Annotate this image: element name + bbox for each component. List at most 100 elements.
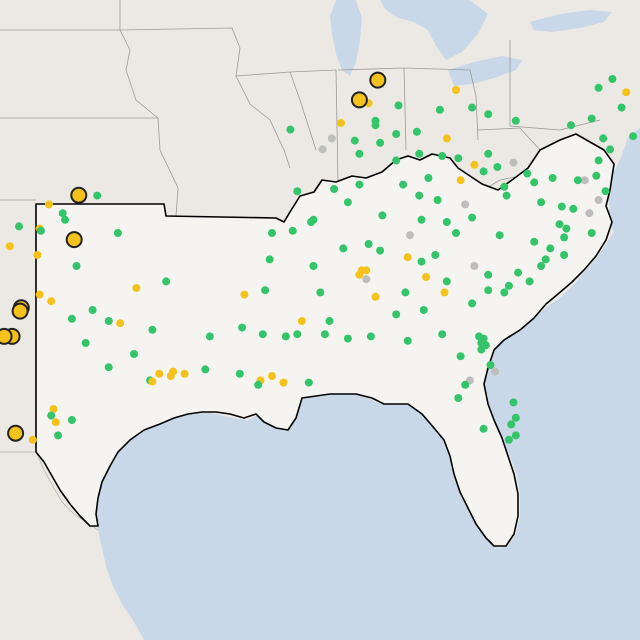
station-marker-yellow[interactable] bbox=[28, 435, 37, 444]
station-marker-green[interactable] bbox=[629, 132, 638, 141]
station-marker-green[interactable] bbox=[415, 191, 424, 200]
station-marker-green[interactable] bbox=[235, 369, 244, 378]
station-marker-green[interactable] bbox=[148, 325, 157, 334]
station-marker-gray[interactable] bbox=[580, 176, 589, 185]
station-marker-gray[interactable] bbox=[470, 262, 479, 270]
station-marker-green[interactable] bbox=[560, 233, 569, 242]
station-marker-gray[interactable] bbox=[362, 275, 371, 284]
station-marker-green[interactable] bbox=[530, 178, 539, 187]
station-marker-green[interactable] bbox=[376, 246, 385, 255]
station-marker-green[interactable] bbox=[468, 103, 477, 112]
station-marker-green[interactable] bbox=[511, 116, 520, 125]
station-marker-large-yellow[interactable] bbox=[369, 71, 387, 89]
station-marker-yellow[interactable] bbox=[440, 288, 449, 297]
station-marker-yellow[interactable] bbox=[35, 290, 44, 299]
station-marker-green[interactable] bbox=[88, 306, 97, 314]
station-marker-green[interactable] bbox=[54, 431, 63, 440]
station-marker-green[interactable] bbox=[307, 218, 316, 226]
station-marker-green[interactable] bbox=[454, 154, 463, 163]
station-marker-green[interactable] bbox=[514, 268, 523, 277]
station-marker-green[interactable] bbox=[238, 323, 247, 332]
station-marker-green[interactable] bbox=[442, 277, 451, 286]
station-marker-green[interactable] bbox=[454, 394, 463, 402]
station-marker-green[interactable] bbox=[15, 222, 23, 231]
station-marker-green[interactable] bbox=[201, 365, 210, 374]
station-marker-green[interactable] bbox=[304, 378, 313, 387]
station-marker-green[interactable] bbox=[392, 310, 401, 319]
station-marker-green[interactable] bbox=[548, 174, 557, 182]
station-marker-yellow[interactable] bbox=[355, 270, 364, 279]
station-marker-yellow[interactable] bbox=[180, 369, 189, 378]
station-marker-green[interactable] bbox=[537, 262, 546, 270]
station-marker-green[interactable] bbox=[468, 213, 477, 222]
station-marker-green[interactable] bbox=[493, 163, 502, 171]
station-marker-green[interactable] bbox=[435, 105, 444, 114]
station-marker-green[interactable] bbox=[293, 330, 302, 339]
station-marker-green[interactable] bbox=[560, 251, 569, 259]
station-marker-yellow[interactable] bbox=[622, 88, 631, 97]
station-marker-green[interactable] bbox=[281, 332, 290, 341]
station-marker-green[interactable] bbox=[500, 182, 509, 191]
station-marker-green[interactable] bbox=[325, 317, 334, 325]
station-marker-yellow[interactable] bbox=[5, 242, 14, 251]
station-marker-yellow[interactable] bbox=[422, 273, 431, 281]
station-marker-yellow[interactable] bbox=[44, 200, 53, 209]
station-marker-yellow[interactable] bbox=[403, 253, 412, 262]
station-marker-green[interactable] bbox=[617, 103, 626, 112]
station-marker-green[interactable] bbox=[366, 332, 375, 341]
station-marker-green[interactable] bbox=[268, 229, 276, 237]
station-marker-yellow[interactable] bbox=[297, 317, 306, 325]
station-marker-green[interactable] bbox=[587, 229, 596, 237]
station-marker-green[interactable] bbox=[500, 288, 509, 297]
station-marker-green[interactable] bbox=[254, 380, 263, 389]
station-marker-green[interactable] bbox=[484, 270, 493, 279]
station-marker-green[interactable] bbox=[309, 262, 318, 270]
station-marker-green[interactable] bbox=[511, 431, 520, 440]
station-marker-green[interactable] bbox=[343, 334, 352, 343]
station-marker-green[interactable] bbox=[594, 156, 603, 165]
station-marker-large-yellow[interactable] bbox=[7, 424, 25, 442]
station-marker-green[interactable] bbox=[417, 215, 426, 224]
station-marker-large-yellow[interactable] bbox=[0, 327, 13, 345]
station-marker-green[interactable] bbox=[484, 286, 493, 295]
station-marker-yellow[interactable] bbox=[33, 251, 42, 259]
station-marker-green[interactable] bbox=[378, 211, 387, 220]
station-marker-yellow[interactable] bbox=[337, 119, 345, 127]
station-marker-green[interactable] bbox=[555, 220, 564, 229]
station-marker-green[interactable] bbox=[355, 149, 364, 158]
station-marker-yellow[interactable] bbox=[240, 290, 249, 299]
station-marker-green[interactable] bbox=[113, 229, 122, 237]
station-marker-green[interactable] bbox=[468, 299, 477, 308]
station-marker-green[interactable] bbox=[504, 435, 513, 444]
station-marker-green[interactable] bbox=[261, 286, 270, 295]
station-marker-green[interactable] bbox=[403, 336, 412, 345]
station-marker-yellow[interactable] bbox=[371, 292, 380, 301]
station-marker-gray[interactable] bbox=[594, 196, 603, 204]
station-marker-yellow[interactable] bbox=[132, 284, 141, 292]
station-marker-green[interactable] bbox=[479, 424, 488, 433]
station-marker-green[interactable] bbox=[392, 156, 401, 165]
station-marker-gray[interactable] bbox=[327, 134, 336, 143]
station-marker-green[interactable] bbox=[343, 198, 352, 207]
station-marker-green[interactable] bbox=[205, 332, 214, 341]
station-marker-green[interactable] bbox=[104, 363, 113, 372]
station-marker-green[interactable] bbox=[376, 138, 385, 147]
station-marker-green[interactable] bbox=[415, 149, 424, 158]
station-marker-green[interactable] bbox=[569, 204, 578, 213]
station-marker-gray[interactable] bbox=[461, 200, 470, 209]
station-marker-green[interactable] bbox=[424, 174, 433, 182]
station-marker-green[interactable] bbox=[417, 257, 426, 266]
station-marker-large-yellow[interactable] bbox=[11, 302, 29, 320]
station-marker-green[interactable] bbox=[601, 187, 610, 196]
station-marker-yellow[interactable] bbox=[456, 176, 465, 185]
station-marker-yellow[interactable] bbox=[470, 160, 479, 169]
station-marker-green[interactable] bbox=[592, 171, 601, 180]
station-marker-green[interactable] bbox=[61, 215, 69, 224]
station-marker-gray[interactable] bbox=[585, 209, 594, 218]
station-marker-green[interactable] bbox=[67, 416, 76, 424]
station-marker-green[interactable] bbox=[461, 380, 470, 389]
station-marker-green[interactable] bbox=[431, 251, 440, 259]
station-marker-green[interactable] bbox=[355, 180, 364, 189]
station-marker-green[interactable] bbox=[399, 180, 408, 189]
